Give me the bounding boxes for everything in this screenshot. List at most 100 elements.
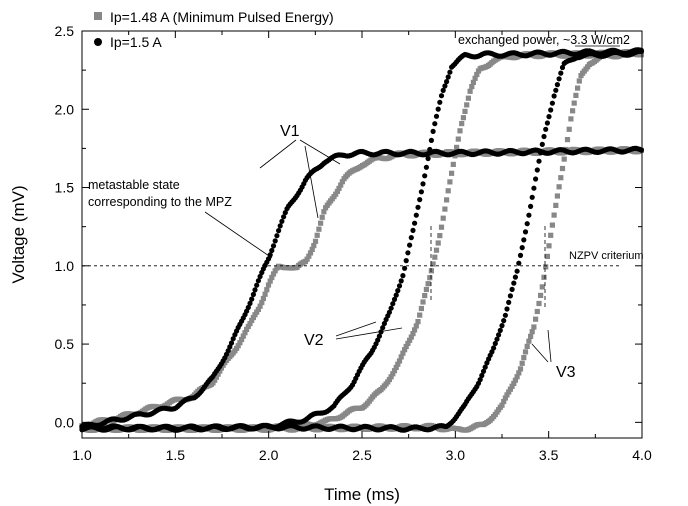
series-ip-1-5-v1-point — [254, 282, 260, 288]
series-ip-1-5-v3-point — [496, 332, 502, 338]
series-ip-1-5-v2-point — [403, 258, 409, 264]
series-ip-1-48-v2-point — [386, 376, 392, 383]
series-ip-1-48-v2-point — [447, 179, 453, 185]
series-ip-1-48-v3-point — [499, 402, 505, 408]
series-ip-1-5-v1-point — [245, 304, 251, 311]
series-ip-1-48-v2-point — [423, 286, 429, 293]
series-ip-1-48-v3-point — [506, 389, 512, 395]
series-ip-1-48-v1-point — [215, 371, 221, 377]
series-ip-1-48-v3-point — [558, 175, 564, 181]
series-ip-1-5-v3-point — [543, 126, 549, 132]
series-ip-1-5-v1-point — [269, 247, 275, 254]
series-ip-1-5-v2-point — [430, 128, 436, 134]
series-ip-1-5-v2-point — [440, 87, 446, 93]
series-ip-1-48-v2-point — [407, 337, 413, 343]
series-ip-1-5-v2-point — [381, 320, 387, 327]
x-tick-label: 1.5 — [166, 447, 186, 463]
series-ip-1-5-v1-point — [252, 287, 258, 293]
series-ip-1-5-v3-point — [528, 203, 534, 209]
y-tick-label: 0.0 — [55, 414, 75, 430]
series-ip-1-5-v3-point — [549, 100, 556, 106]
y-tick-label: 2.5 — [55, 23, 75, 39]
series-ip-1-48-v3-point — [575, 85, 581, 91]
series-ip-1-48-v2-point — [403, 343, 409, 350]
series-ip-1-48-v3-point — [509, 383, 515, 389]
series-ip-1-48-v3-point — [638, 52, 644, 58]
series-ip-1-5-v2-point — [447, 69, 453, 75]
series-ip-1-48-v1-point — [254, 309, 260, 315]
series-ip-1-48-v3-point — [536, 300, 542, 307]
v2-arrow-gray — [335, 327, 403, 340]
series-ip-1-48-v3-point — [501, 398, 507, 405]
series-ip-1-5-v2-point — [398, 278, 404, 284]
series-ip-1-48-v2-point — [437, 233, 443, 239]
series-ip-1-5-v3-point — [499, 323, 505, 329]
series-ip-1-48-v2-point — [433, 247, 440, 253]
series-ip-1-5-v3-point — [548, 107, 554, 113]
series-ip-1-48-v2-point — [393, 364, 399, 370]
series-ip-1-48-v3-point — [561, 156, 567, 162]
series-ip-1-5-v2-point — [396, 283, 403, 289]
series-ip-1-48-v1-point — [239, 336, 245, 343]
series-ip-1-5-v3-point — [504, 306, 510, 312]
series-ip-1-48-v1-point — [321, 209, 327, 215]
series-ip-1-48-v1-point — [234, 345, 240, 351]
series-ip-1-5-v3-point — [512, 274, 519, 280]
series-ip-1-48-v3-point — [504, 392, 510, 398]
series-ip-1-5-v3-point — [519, 245, 525, 251]
series-ip-1-5-v3-point — [497, 327, 503, 333]
series-ip-1-5-v3-point — [541, 133, 547, 140]
series-ip-1-5-v1-point — [276, 228, 282, 234]
series-ip-1-48-v2-point — [418, 305, 424, 312]
x-tick-label: 2.0 — [259, 447, 279, 463]
series-ip-1-5-v2-point — [375, 337, 381, 343]
series-ip-1-48-v3-point — [544, 253, 550, 259]
series-ip-1-48-v1-point — [339, 179, 345, 185]
series-ip-1-48-v2-point — [474, 71, 480, 78]
legend-label-ip-1-5: Ip=1.5 A — [110, 34, 162, 50]
y-tick-label: 1.5 — [55, 180, 75, 196]
series-ip-1-5-v3-point — [502, 312, 508, 318]
annotation-v3: V3 — [556, 364, 576, 381]
series-ip-1-5-v1-point — [270, 243, 277, 249]
series-ip-1-5-v2-point — [428, 137, 434, 143]
series-ip-1-5-v3-point — [529, 194, 535, 200]
series-ip-1-48-v2-point — [398, 354, 404, 360]
series-ip-1-5-v3-point — [491, 345, 497, 351]
series-ip-1-5-v2-point — [376, 333, 382, 339]
series-ip-1-5-v2-point — [402, 265, 408, 271]
series-ip-1-48-v3-point — [549, 222, 555, 228]
series-ip-1-48-v1-point — [245, 323, 251, 329]
series-ip-1-48-v3-point — [566, 126, 572, 132]
series-ip-1-48-v1-point — [265, 282, 272, 288]
series-ip-1-5-v3-point — [559, 64, 566, 71]
y-tick-label: 2.0 — [55, 101, 75, 117]
series-ip-1-48-v2-point — [445, 188, 451, 194]
series-ip-1-5-v2-point — [407, 242, 413, 248]
series-ip-1-48-v3-point — [553, 202, 559, 208]
series-ip-1-48-v2-point — [396, 358, 403, 364]
series-ip-1-48-v3-point — [546, 243, 552, 249]
series-ip-1-48-v1-point — [307, 250, 314, 256]
series-ip-1-48-v2-point — [408, 334, 414, 340]
series-ip-1-5-v3-point — [544, 120, 551, 126]
series-ip-1-5-v2-point — [410, 227, 416, 233]
series-ip-1-5-v3-point — [524, 221, 530, 227]
v3-arrow-black — [531, 343, 549, 363]
series-ip-1-5-v2-point — [418, 189, 424, 195]
legend-marker-ip-1-5 — [94, 38, 102, 46]
series-ip-1-5-v3-point — [479, 372, 485, 379]
series-ip-1-48-v2-point — [449, 170, 455, 176]
series-ip-1-48-v3-point — [554, 193, 560, 199]
series-ip-1-48-v3-point — [541, 274, 547, 280]
v1-arrow-gray — [304, 145, 319, 219]
series-ip-1-48-v2-point — [420, 299, 426, 305]
v1-arrow-mid — [299, 139, 341, 165]
series-ip-1-5-v1-point — [272, 238, 278, 244]
series-ip-1-48-v2-point — [467, 88, 473, 94]
series-ip-1-48-v2-point — [422, 293, 428, 299]
series-ip-1-5-v2-point — [445, 74, 451, 80]
series-ip-1-48-v1-point — [304, 256, 310, 262]
series-ip-1-48-v2-point — [444, 197, 450, 203]
